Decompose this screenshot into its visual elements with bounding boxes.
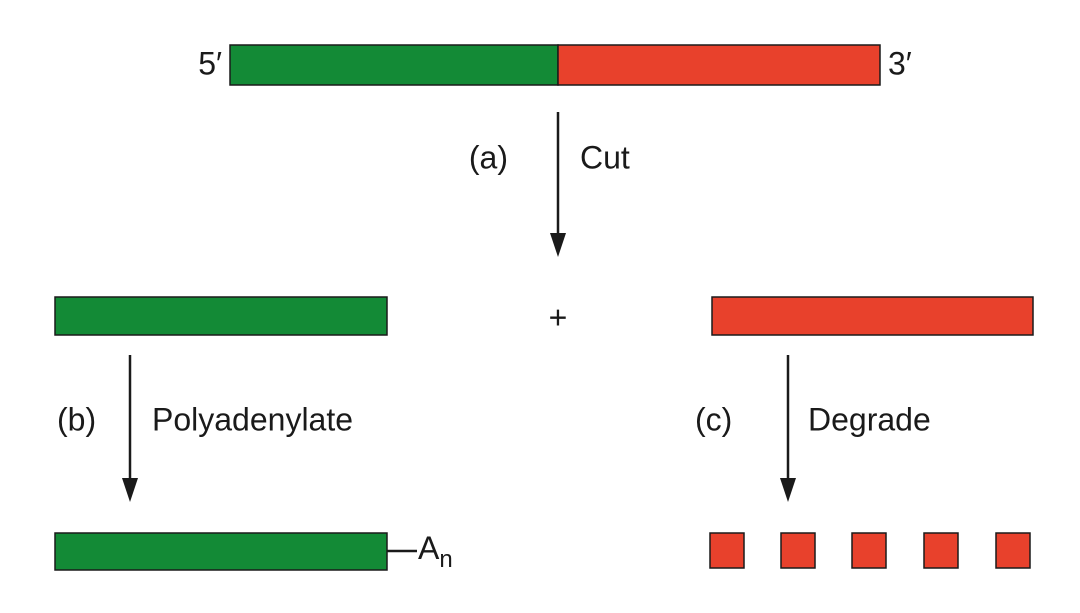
tail-base: A: [418, 530, 440, 566]
tail-subscript: n: [439, 546, 452, 573]
degraded-piece: [851, 532, 887, 569]
rna-5-segment: [229, 44, 559, 86]
step-b-label: (b): [57, 401, 96, 437]
step-c-label: (c): [695, 401, 732, 437]
green-fragment: [54, 296, 388, 336]
plus-sign: +: [549, 299, 568, 335]
step-c-action: Degrade: [808, 401, 931, 437]
red-fragment: [711, 296, 1034, 336]
rna-3-segment: [557, 44, 881, 86]
degraded-piece: [923, 532, 959, 569]
step-a-action: Cut: [580, 139, 630, 175]
arrow-b-head: [122, 478, 138, 502]
step-a-label: (a): [469, 139, 508, 175]
three-prime-label: 3′: [888, 45, 912, 81]
degraded-piece: [709, 532, 745, 569]
five-prime-label: 5′: [198, 45, 222, 81]
degraded-piece: [780, 532, 816, 569]
degraded-piece: [995, 532, 1031, 569]
polyadenylated-fragment: [54, 532, 388, 571]
step-b-action: Polyadenylate: [152, 401, 353, 437]
arrow-a-head: [550, 233, 566, 257]
arrow-c-head: [780, 478, 796, 502]
poly-a-tail: An: [418, 530, 453, 573]
